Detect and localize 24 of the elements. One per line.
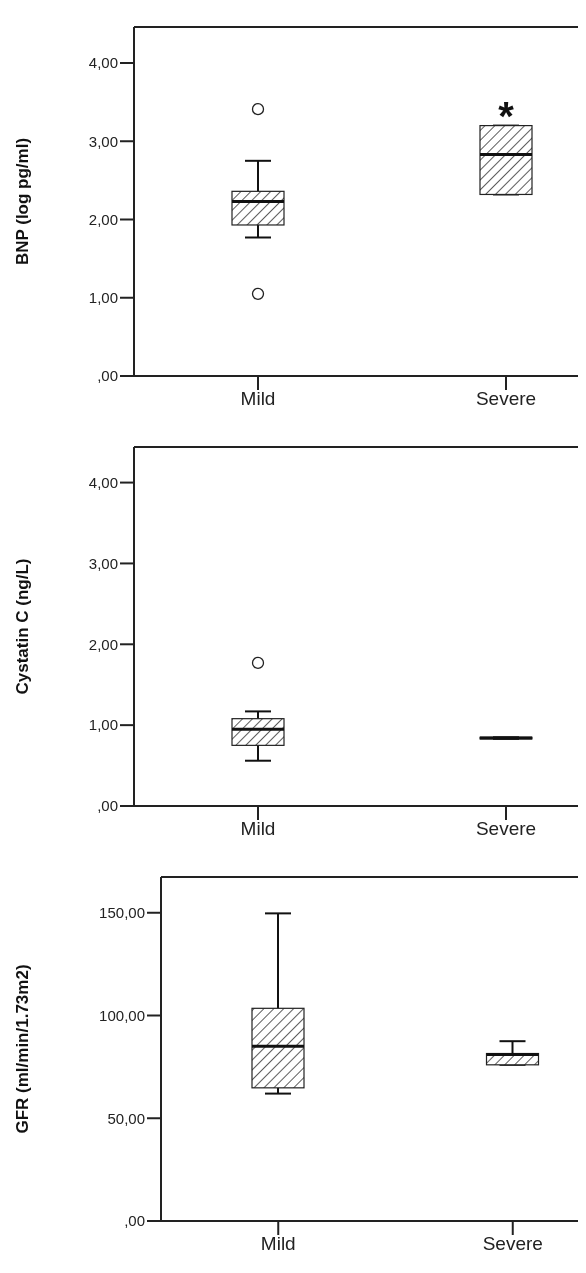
- x-tick-label: Mild: [240, 818, 276, 840]
- x-tick-label: Mild: [240, 388, 276, 410]
- y-tick-label: 3,00: [88, 132, 118, 150]
- x-tick-label: Mild: [260, 1233, 296, 1255]
- y-tick-label: 4,00: [88, 54, 118, 72]
- y-tick-label: 1,00: [88, 289, 118, 307]
- y-tick-label: 2,00: [88, 635, 118, 653]
- y-tick-label: 4,00: [88, 473, 118, 491]
- y-tick-label: ,00: [124, 1212, 145, 1230]
- y-tick-label: 2,00: [88, 210, 118, 228]
- y-tick-label: 1,00: [88, 716, 118, 734]
- x-tick-label: Severe: [475, 388, 537, 410]
- y-tick-label: ,00: [97, 367, 118, 385]
- x-tick-label: Severe: [482, 1233, 543, 1255]
- y-tick-label: ,00: [97, 797, 118, 815]
- y-tick-label: 3,00: [88, 554, 118, 572]
- y-tick-label: 50,00: [107, 1109, 145, 1127]
- y-axis-title: GFR (ml/min/1.73m2): [13, 964, 33, 1134]
- annotation: *: [498, 93, 515, 138]
- y-axis-title: BNP (log pg/ml): [13, 137, 33, 266]
- x-tick-label: Severe: [475, 818, 537, 840]
- y-tick-label: 150,00: [99, 904, 145, 922]
- y-tick-label: 100,00: [99, 1006, 145, 1024]
- y-axis-title: Cystatin C (ng/L): [13, 558, 33, 695]
